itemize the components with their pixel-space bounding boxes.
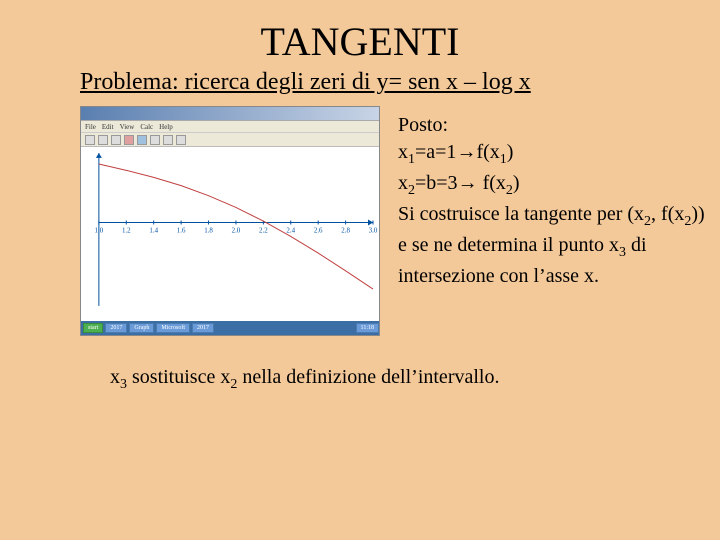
desc-line: Posto: (398, 112, 708, 139)
svg-text:2.8: 2.8 (341, 226, 350, 234)
os-taskbar: start 2017 Graph Microsoft 2017 11:18 (81, 321, 379, 335)
svg-text:2.4: 2.4 (286, 226, 295, 234)
toolbar-button[interactable] (124, 135, 134, 145)
window-toolbar (81, 133, 379, 147)
desc-line: x2=b=3→ f(x2) (398, 170, 708, 201)
toolbar-button[interactable] (98, 135, 108, 145)
function-plot: 1.01.21.41.61.82.02.22.42.62.83.0 (81, 147, 379, 322)
problem-subtitle: Problema: ricerca degli zeri di y= sen x… (0, 65, 720, 96)
toolbar-button[interactable] (85, 135, 95, 145)
taskbar-clock: 11:18 (356, 323, 379, 333)
desc-line: x1=a=1→f(x1) (398, 139, 708, 170)
svg-text:2.2: 2.2 (259, 226, 268, 234)
svg-text:3.0: 3.0 (369, 226, 378, 234)
svg-text:1.6: 1.6 (177, 226, 186, 234)
toolbar-button[interactable] (163, 135, 173, 145)
page-title: TANGENTI (0, 0, 720, 65)
toolbar-button[interactable] (150, 135, 160, 145)
toolbar-button[interactable] (176, 135, 186, 145)
window-titlebar (81, 107, 379, 121)
graph-window: File Edit View Calc Help f(x) f'(x) f''(… (80, 106, 380, 336)
svg-text:2.0: 2.0 (232, 226, 241, 234)
desc-line: Si costruisce la tangente per (x2, f(x2)… (398, 201, 708, 290)
toolbar-button[interactable] (111, 135, 121, 145)
taskbar-item[interactable]: 2017 (105, 323, 127, 333)
description-text: Posto: x1=a=1→f(x1) x2=b=3→ f(x2) Si cos… (398, 106, 708, 336)
svg-text:1.8: 1.8 (204, 226, 213, 234)
toolbar-button[interactable] (137, 135, 147, 145)
svg-text:1.2: 1.2 (122, 226, 131, 234)
window-menubar: File Edit View Calc Help (81, 121, 379, 133)
menu-item[interactable]: File (85, 123, 96, 131)
taskbar-item[interactable]: 2017 (192, 323, 214, 333)
menu-item[interactable]: Help (159, 123, 173, 131)
menu-item[interactable]: Calc (140, 123, 153, 131)
content-row: File Edit View Calc Help f(x) f'(x) f''(… (0, 96, 720, 336)
taskbar-item[interactable]: Graph (129, 323, 154, 333)
svg-text:1.4: 1.4 (149, 226, 158, 234)
footer-text: x3 sostituisce x2 nella definizione dell… (0, 336, 720, 393)
taskbar-item[interactable]: Microsoft (156, 323, 190, 333)
svg-text:2.6: 2.6 (314, 226, 323, 234)
start-button[interactable]: start (83, 323, 103, 333)
menu-item[interactable]: View (120, 123, 135, 131)
menu-item[interactable]: Edit (102, 123, 114, 131)
